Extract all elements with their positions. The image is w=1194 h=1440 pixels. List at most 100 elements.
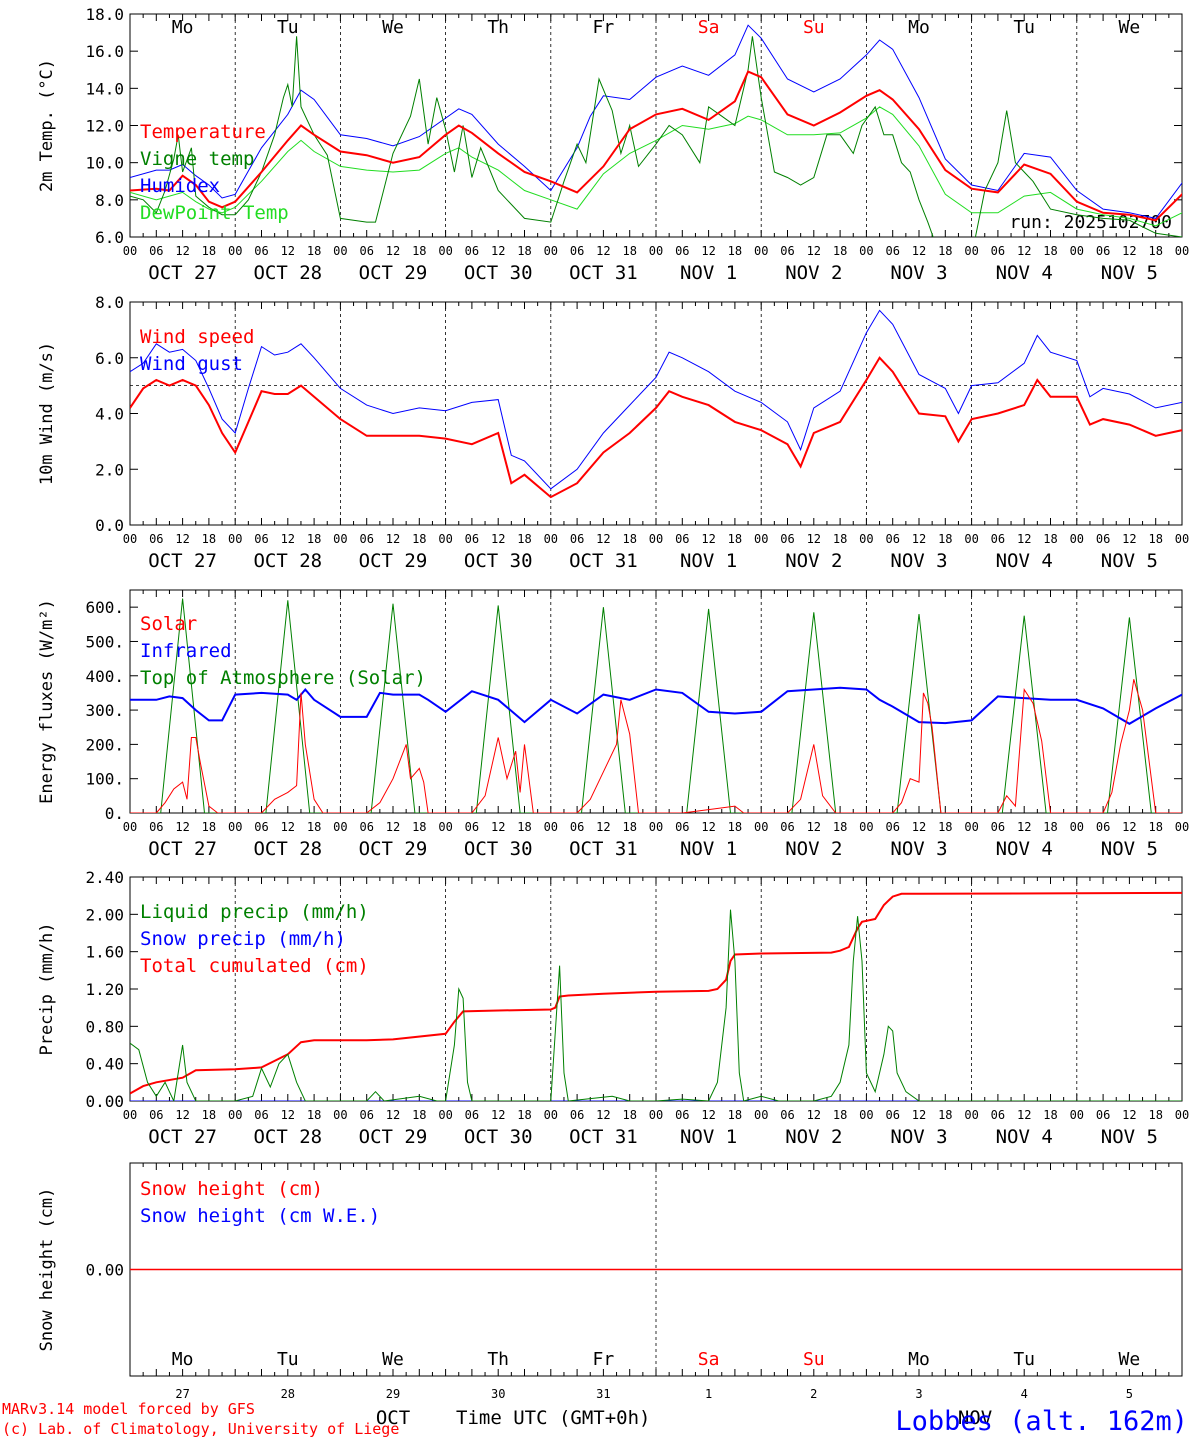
day-abbr-label: We <box>382 17 404 38</box>
hour-label: 06 <box>359 1108 373 1122</box>
date-label: OCT 27 <box>148 1126 217 1148</box>
hour-label: 00 <box>1070 1108 1084 1122</box>
y-tick-label: 6.0 <box>95 349 124 368</box>
hour-label: 00 <box>544 1108 558 1122</box>
hour-label: 18 <box>938 244 952 258</box>
hour-label: 18 <box>412 532 426 546</box>
y-tick-label: 2.0 <box>95 460 124 479</box>
hour-label: 00 <box>859 244 873 258</box>
series-line-vigne-temp <box>130 36 1182 237</box>
date-label: NOV 2 <box>785 262 842 284</box>
plot-frame <box>129 301 1183 526</box>
hour-label: 06 <box>149 1108 163 1122</box>
hour-label: 18 <box>728 244 742 258</box>
day-num-label: 31 <box>596 1387 610 1401</box>
hour-label: 12 <box>386 820 400 834</box>
series-line-total-cumulated-cm- <box>130 891 1182 1095</box>
hour-label: 12 <box>281 244 295 258</box>
hour-label: 00 <box>228 532 242 546</box>
day-abbr-label: Su <box>803 17 825 38</box>
hour-label: 18 <box>1043 1108 1057 1122</box>
hour-label: 12 <box>175 244 189 258</box>
date-label: OCT 27 <box>148 550 217 572</box>
hour-label: 06 <box>570 244 584 258</box>
day-abbr-label: Sa <box>698 17 720 38</box>
hour-label: 18 <box>622 244 636 258</box>
hour-label: 00 <box>1175 820 1189 834</box>
hour-label: 06 <box>149 820 163 834</box>
y-tick-label: 1.20 <box>85 980 124 999</box>
legend-entry: Liquid precip (mm/h) <box>140 901 369 923</box>
hour-label: 00 <box>1070 820 1084 834</box>
hour-label: 00 <box>123 532 137 546</box>
hour-label: 00 <box>228 1108 242 1122</box>
hour-label: 12 <box>1122 820 1136 834</box>
date-label: OCT 30 <box>464 1126 533 1148</box>
day-num-label: 1 <box>705 1387 712 1401</box>
y-tick-label: 0.00 <box>85 1092 124 1111</box>
y-axis-title: Snow height (cm) <box>37 1188 57 1352</box>
hour-label: 12 <box>701 532 715 546</box>
date-label: NOV 1 <box>680 1126 737 1148</box>
hour-label: 12 <box>1122 244 1136 258</box>
y-tick-label: 500. <box>85 632 124 651</box>
hour-label: 06 <box>885 244 899 258</box>
day-abbr-label: Sa <box>698 1349 720 1370</box>
hour-label: 00 <box>649 820 663 834</box>
series-group <box>130 309 1182 499</box>
hour-label: 12 <box>491 1108 505 1122</box>
hour-label: 06 <box>991 532 1005 546</box>
date-label: NOV 4 <box>996 550 1053 572</box>
y-tick-label: 100. <box>85 770 124 789</box>
series-line-liquid-precip-mm-h- <box>130 909 1182 1101</box>
y-tick-label: 12.0 <box>85 117 124 136</box>
hour-label: 12 <box>701 244 715 258</box>
hour-label: 00 <box>228 820 242 834</box>
hour-label: 00 <box>1175 1108 1189 1122</box>
hour-label: 06 <box>570 532 584 546</box>
y-tick-label: 0.00 <box>85 1261 124 1280</box>
date-label: NOV 1 <box>680 550 737 572</box>
hour-label: 00 <box>123 244 137 258</box>
day-abbr-label: Tu <box>277 1349 299 1370</box>
legend-entry: Vigne temp <box>140 148 254 170</box>
y-tick-label: 18.0 <box>85 5 124 24</box>
date-label: NOV 3 <box>890 262 947 284</box>
hour-label: 18 <box>833 532 847 546</box>
day-abbr-label: Mo <box>908 17 930 38</box>
hour-label: 12 <box>701 1108 715 1122</box>
plot-frame <box>129 589 1183 814</box>
hour-label: 00 <box>544 532 558 546</box>
hour-label: 00 <box>754 532 768 546</box>
hour-label: 18 <box>1148 1108 1162 1122</box>
series-line-solar <box>130 679 1182 813</box>
hour-label: 18 <box>938 1108 952 1122</box>
y-tick-label: 0.80 <box>85 1017 124 1036</box>
y-axis-title: 2m Temp. (°C) <box>37 59 57 192</box>
y-tick-label: 10.0 <box>85 154 124 173</box>
hour-label: 18 <box>517 532 531 546</box>
hour-label: 12 <box>807 1108 821 1122</box>
hour-label: 00 <box>964 532 978 546</box>
hour-label: 00 <box>1070 244 1084 258</box>
hour-label: 00 <box>964 244 978 258</box>
chart-footer: MARv3.14 model forced by GFS (c) Lab. of… <box>2 1400 1188 1438</box>
date-label: OCT 29 <box>359 550 428 572</box>
hour-label: 00 <box>649 244 663 258</box>
date-label: NOV 1 <box>680 838 737 860</box>
series-group <box>130 24 1182 237</box>
hour-label: 12 <box>491 244 505 258</box>
y-tick-label: 2.00 <box>85 905 124 924</box>
hour-label: 00 <box>544 244 558 258</box>
date-label: NOV 2 <box>785 550 842 572</box>
y-tick-label: 14.0 <box>85 79 124 98</box>
hour-label: 00 <box>228 244 242 258</box>
hour-label: 18 <box>938 820 952 834</box>
hour-label: 12 <box>175 820 189 834</box>
hour-label: 18 <box>517 244 531 258</box>
hour-label: 06 <box>570 1108 584 1122</box>
hour-label: 18 <box>517 1108 531 1122</box>
hour-label: 18 <box>728 1108 742 1122</box>
hour-label: 12 <box>281 1108 295 1122</box>
